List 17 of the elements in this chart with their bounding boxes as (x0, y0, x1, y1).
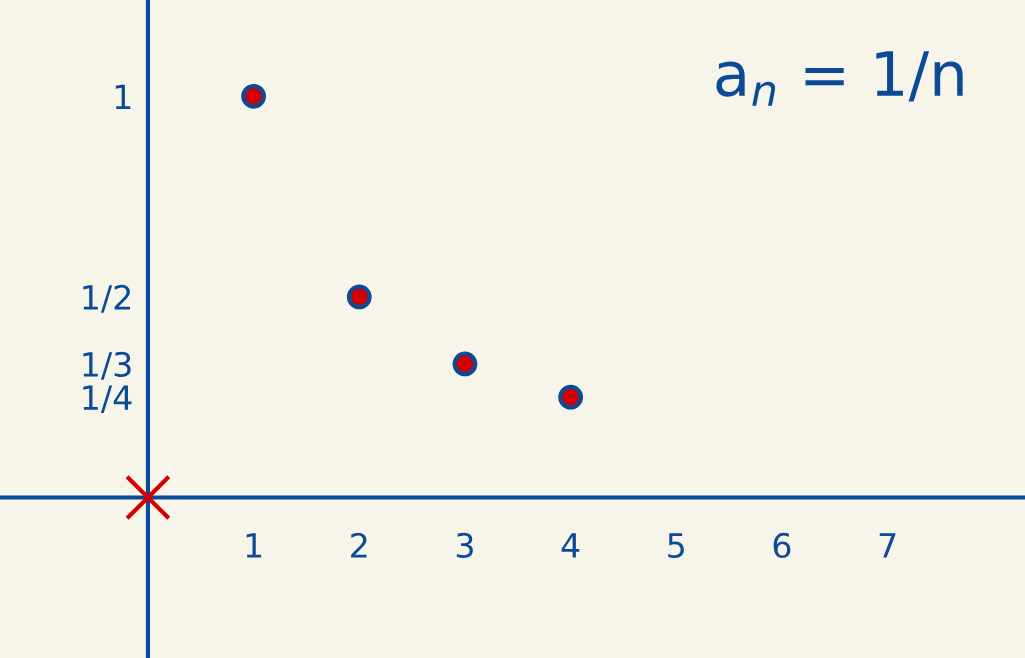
x-tick-label: 3 (456, 532, 473, 559)
x-tick-label: 4 (561, 533, 580, 558)
x-tick-label: 5 (668, 533, 684, 559)
point (125, 474, 171, 521)
point (452, 351, 478, 377)
point (558, 384, 584, 410)
y-tick-label: 1/4 (83, 385, 132, 413)
y-tick-label: 1 (115, 84, 131, 109)
x-tick-label: 2 (351, 532, 367, 558)
point (241, 83, 266, 109)
x-tick-label: 7 (879, 533, 896, 558)
x-tick-label: 1 (246, 533, 262, 558)
y-tick-label: 1/3 (83, 351, 131, 380)
point (346, 284, 372, 310)
y-tick-label: 1/2 (83, 284, 131, 313)
x-tick-label: 6 (773, 532, 791, 559)
annotation: a$_{n}$ = 1/n (716, 51, 963, 106)
